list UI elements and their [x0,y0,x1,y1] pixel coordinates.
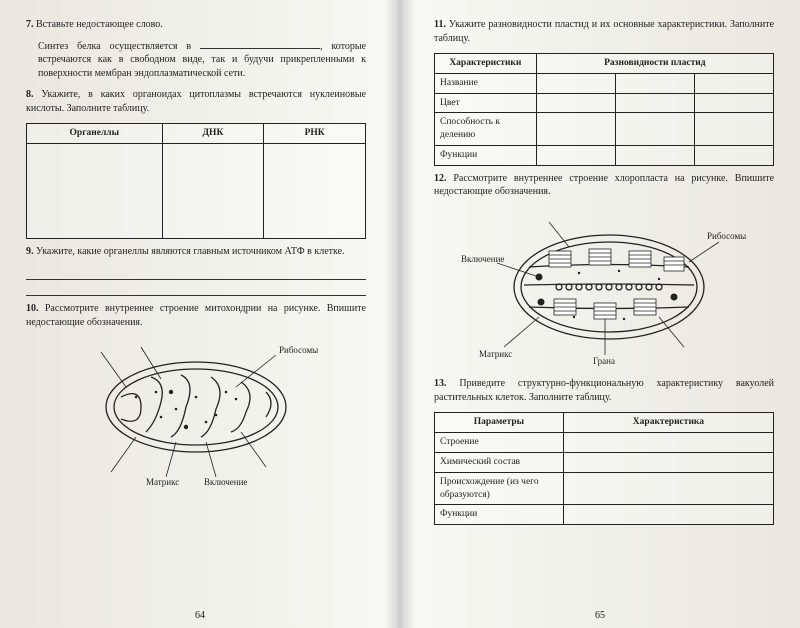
task-10: 10. Рассмотрите внутреннее строение мито… [26,302,366,329]
task-prompt: Укажите, какие органеллы являются главны… [36,246,345,257]
page-number: 65 [595,609,605,623]
task-7-body: Синтез белка осуществляется в , которые … [26,40,366,81]
page-number: 64 [195,609,205,623]
mitochondrion-svg: Рибосомы Матрикс Включение [66,337,326,487]
cell[interactable] [536,146,615,166]
table-row[interactable]: Функции [435,505,774,525]
table-row[interactable]: Химический состав [435,453,774,473]
task-num: 10. [26,303,39,314]
cell[interactable] [615,93,694,113]
table-q8: Органеллы ДНК РНК [26,123,366,239]
cell[interactable] [563,472,773,505]
cell[interactable] [563,505,773,525]
cell[interactable] [694,146,773,166]
table-row[interactable]: Функции [435,146,774,166]
page-left: 7. Вставьте недостающее слово. Синтез бе… [0,0,400,628]
table-row[interactable]: Цвет [435,93,774,113]
text: , [320,41,323,52]
task-prompt: Рассмотрите внутреннее строение митохонд… [26,303,366,328]
label-ribosomes: Рибосомы [707,231,746,241]
label-inclusion: Включение [204,477,247,487]
task-prompt: Рассмотрите внутреннее строение хлоропла… [434,173,774,198]
cell[interactable] [264,143,366,238]
task-prompt: Приведите структурно-функциональную хара… [434,378,774,403]
cell[interactable] [694,93,773,113]
task-12: 12. Рассмотрите внутреннее строение хлор… [434,172,774,199]
row-label: Функции [435,505,564,525]
task-num: 12. [434,173,447,184]
cell[interactable] [615,146,694,166]
th: Характеристики [435,54,537,74]
th: Параметры [435,413,564,433]
cell[interactable] [27,143,163,238]
answer-line[interactable] [26,282,366,296]
task-prompt: Укажите, в каких органоидах цитоплазмы в… [26,89,366,114]
th: Характеристика [563,413,773,433]
cell[interactable] [563,453,773,473]
table-q11: Характеристики Разновидности пластид Наз… [434,53,774,166]
task-13: 13. Приведите структурно-функциональную … [434,377,774,404]
label-ribosomes: Рибосомы [279,345,318,355]
blank-line[interactable] [200,40,320,49]
task-7: 7. Вставьте недостающее слово. [26,18,366,32]
answer-line[interactable] [26,266,366,280]
row-label: Название [435,73,537,93]
cell[interactable] [536,113,615,146]
label-matrix: Матрикс [479,349,512,359]
label-inclusion: Включение [461,254,504,264]
table-row[interactable]: Строение [435,433,774,453]
cell[interactable] [694,113,773,146]
th: Органеллы [27,124,163,144]
task-num: 8. [26,89,34,100]
table-row[interactable]: Название [435,73,774,93]
cell[interactable] [162,143,264,238]
task-num: 7. [26,19,34,30]
page-right: 11. Укажите разновидности пластид и их о… [400,0,800,628]
table-row[interactable]: Происхождение (из чего образуются) [435,472,774,505]
chloroplast-svg: Включение Рибосомы Матрикс Грана [459,207,749,367]
cell[interactable] [563,433,773,453]
row-label: Происхождение (из чего образуются) [435,472,564,505]
task-9: 9. Укажите, какие органеллы являются гла… [26,245,366,259]
table-row[interactable]: Способность к делению [435,113,774,146]
cell[interactable] [615,113,694,146]
book-spread: 7. Вставьте недостающее слово. Синтез бе… [0,0,800,628]
task-num: 11. [434,19,446,30]
figure-chloroplast: Включение Рибосомы Матрикс Грана [434,207,774,372]
task-num: 9. [26,246,34,257]
cell[interactable] [615,73,694,93]
label-matrix: Матрикс [146,477,179,487]
task-11: 11. Укажите разновидности пластид и их о… [434,18,774,45]
label-grana: Грана [593,356,615,366]
cell[interactable] [536,73,615,93]
text: Синтез белка осуществляется в [38,41,200,52]
table-row[interactable] [27,143,366,238]
task-num: 13. [434,378,447,389]
th: РНК [264,124,366,144]
task-prompt: Вставьте недостающее слово. [36,19,163,30]
task-8: 8. Укажите, в каких органоидах цитоплазм… [26,88,366,115]
row-label: Цвет [435,93,537,113]
row-label: Функции [435,146,537,166]
cell[interactable] [536,93,615,113]
th: Разновидности пластид [536,54,773,74]
figure-mitochondrion: Рибосомы Матрикс Включение [26,337,366,492]
cell[interactable] [694,73,773,93]
row-label: Химический состав [435,453,564,473]
row-label: Строение [435,433,564,453]
table-q13: Параметры Характеристика Строение Химиче… [434,412,774,525]
row-label: Способность к делению [435,113,537,146]
th: ДНК [162,124,264,144]
task-prompt: Укажите разновидности пластид и их основ… [434,19,774,44]
